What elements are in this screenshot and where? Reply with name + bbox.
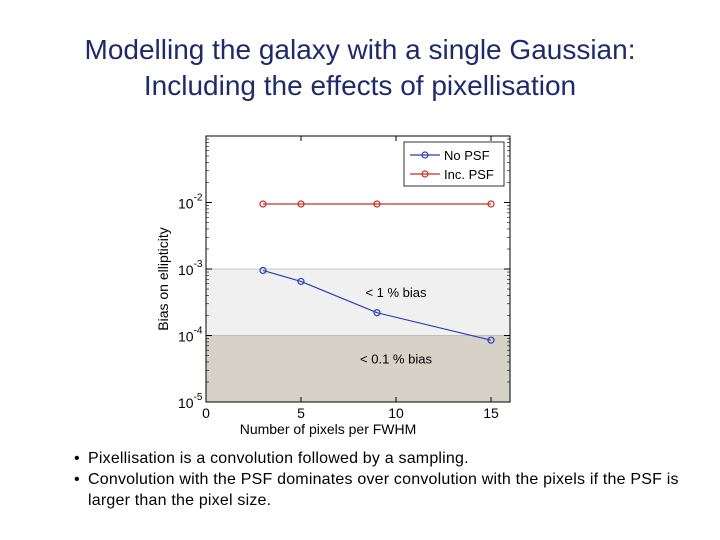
legend-label: Inc. PSF	[444, 167, 494, 182]
bullet-list: Pixellisation is a convolution followed …	[74, 448, 694, 511]
x-axis-label: Number of pixels per FWHM	[240, 421, 417, 437]
band-label: < 1 % bias	[365, 285, 427, 300]
x-tick-label: 5	[297, 405, 305, 421]
x-tick-label: 15	[483, 405, 499, 421]
data-point	[373, 200, 381, 208]
data-point	[297, 277, 305, 286]
x-tick-label: 10	[388, 405, 404, 421]
bias-band	[206, 269, 510, 336]
data-point	[487, 200, 495, 208]
axis-ticks: 0 5 10 15 10-2 10-3 10-4 10-5	[178, 136, 510, 421]
legend-marker	[421, 151, 429, 159]
data-point	[487, 336, 495, 344]
title-line-2: Including the effects of pixellisation	[143, 70, 577, 101]
title-line-1: Modelling the galaxy with a single Gauss…	[84, 34, 636, 65]
y-tick-label: 10-2	[178, 193, 203, 212]
data-point	[373, 309, 381, 317]
x-tick-label: 0	[202, 405, 210, 421]
bias-chart: < 1 % bias < 0.1 % bias 0 5 10 15 10-2 10-3 10-…	[155, 135, 511, 437]
data-point	[297, 200, 305, 208]
data-point	[259, 266, 267, 275]
legend-label: No PSF	[444, 148, 490, 163]
legend-box	[403, 141, 505, 187]
bullet-item: Convolution with the PSF dominates over …	[74, 469, 694, 511]
bias-bands: < 1 % bias < 0.1 % bias	[206, 268, 510, 402]
y-tick-label: 10-4	[178, 326, 203, 345]
legend: No PSF Inc. PSF	[403, 141, 505, 187]
y-tick-label: 10-5	[178, 392, 203, 411]
band-label: < 0.1 % bias	[360, 352, 432, 367]
series-layer	[259, 200, 495, 344]
data-point	[259, 200, 267, 208]
bullet-item: Pixellisation is a convolution followed …	[74, 448, 694, 469]
y-tick-label: 10-3	[178, 259, 203, 278]
slide-title: Modelling the galaxy with a single Gauss…	[0, 32, 720, 104]
legend-marker	[421, 170, 429, 178]
series-line	[262, 269, 492, 341]
bias-band	[206, 335, 510, 402]
y-axis-label: Bias on ellipticity	[155, 227, 171, 331]
